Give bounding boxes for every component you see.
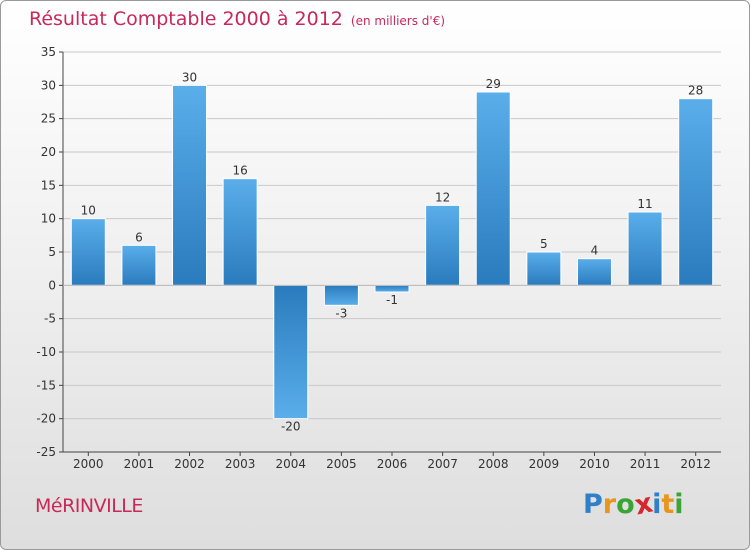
x-tick-label-2007: 2007 (427, 457, 458, 471)
axes (59, 51, 721, 456)
data-label-2009: 5 (540, 237, 548, 251)
y-tick-label: -15 (36, 378, 56, 392)
data-label-2002: 30 (182, 70, 197, 84)
x-tick-label-2011: 2011 (630, 457, 661, 471)
x-tick-label-2008: 2008 (478, 457, 509, 471)
data-label-2012: 28 (688, 84, 703, 98)
logo-letter: r (602, 489, 617, 520)
logo-letter: P (583, 489, 603, 520)
y-tick-label: -5 (44, 312, 56, 326)
bar-2011 (627, 211, 663, 286)
labels: 35302520151050-5-10-15-20-25102000620013… (36, 45, 711, 471)
logo-letter: o (616, 489, 635, 520)
data-label-2010: 4 (591, 244, 599, 258)
y-tick-label: 25 (41, 112, 56, 126)
bar-2002 (172, 84, 208, 286)
data-label-2001: 6 (135, 230, 143, 244)
bars (70, 84, 714, 420)
bar-2009 (526, 251, 562, 286)
grid-lines (63, 51, 721, 453)
x-tick-label-2012: 2012 (680, 457, 711, 471)
y-tick-label: 35 (41, 45, 56, 59)
bar-2003 (222, 178, 258, 286)
x-tick-label-2003: 2003 (225, 457, 256, 471)
chart-subtitle: (en milliers d'€) (350, 14, 446, 28)
data-label-2003: 16 (233, 164, 248, 178)
data-label-2004: -20 (281, 420, 301, 434)
y-tick-label: -20 (36, 412, 56, 426)
bar-2010 (576, 258, 612, 286)
data-label-2006: -1 (386, 293, 398, 307)
logo-letter: i (652, 489, 662, 520)
chart-title: Résultat Comptable 2000 à 2012 (en millie… (29, 8, 445, 30)
bar-2000 (70, 218, 106, 286)
chart-title-text: Résultat Comptable 2000 à 2012 (29, 8, 343, 30)
x-tick-label-2001: 2001 (124, 457, 155, 471)
y-tick-label: 5 (48, 245, 56, 259)
y-tick-label: 15 (41, 178, 56, 192)
y-tick-label: -25 (36, 445, 56, 459)
x-tick-label-2009: 2009 (529, 457, 560, 471)
data-label-2000: 10 (81, 204, 96, 218)
bar-2006 (374, 284, 410, 293)
x-tick-label-2004: 2004 (275, 457, 306, 471)
bar-2004 (273, 284, 309, 420)
bar-2007 (425, 204, 461, 286)
data-label-2007: 12 (435, 190, 450, 204)
y-tick-label: 0 (48, 278, 56, 292)
y-tick-label: 30 (41, 78, 56, 92)
bar-2001 (121, 244, 157, 286)
data-label-2008: 29 (486, 77, 501, 91)
x-tick-label-2010: 2010 (579, 457, 610, 471)
x-tick-label-2002: 2002 (174, 457, 205, 471)
logo-letter: t (661, 489, 675, 520)
bar-2012 (678, 98, 714, 286)
data-label-2005: -3 (335, 306, 347, 320)
bar-2008 (475, 91, 511, 286)
x-tick-label-2005: 2005 (326, 457, 357, 471)
x-tick-label-2000: 2000 (73, 457, 104, 471)
proxiti-logo: Proxiti (583, 488, 684, 522)
x-tick-label-2006: 2006 (377, 457, 408, 471)
y-tick-label: 10 (41, 212, 56, 226)
commune-name: MéRINVILLE (35, 495, 143, 517)
logo-letter: i (674, 489, 684, 520)
bar-2005 (323, 284, 359, 306)
y-tick-label: -10 (36, 345, 56, 359)
y-tick-label: 20 (41, 145, 56, 159)
data-label-2011: 11 (637, 197, 652, 211)
